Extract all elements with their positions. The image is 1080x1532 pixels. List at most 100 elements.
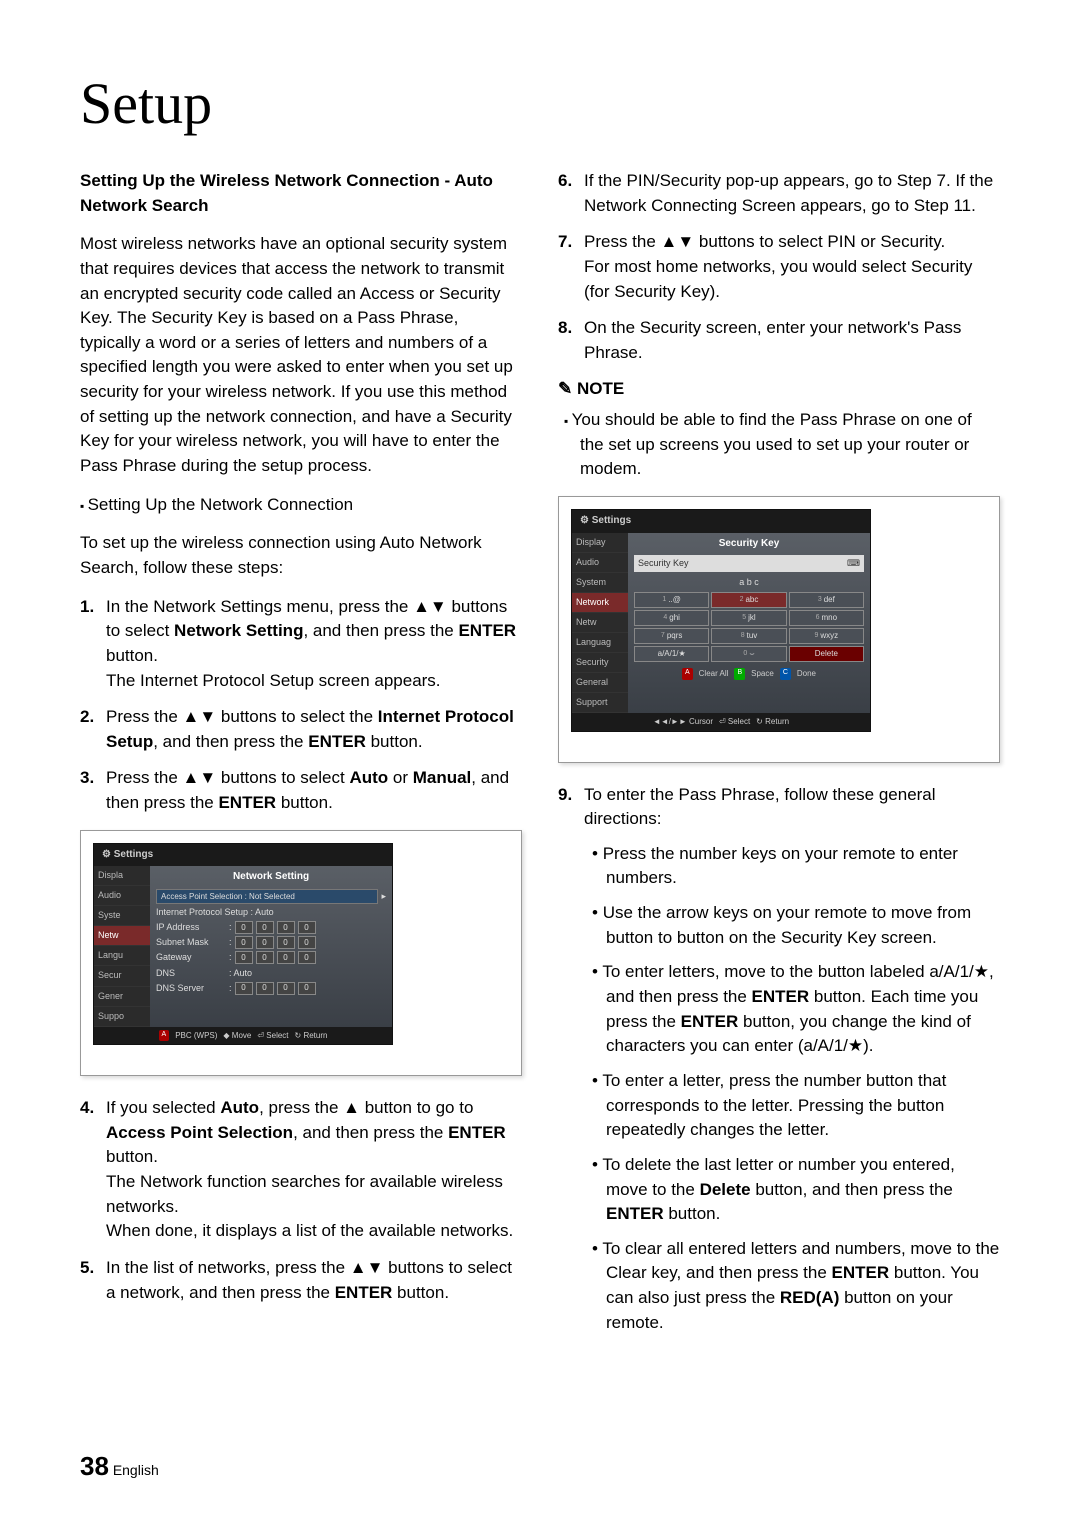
bullet: To enter a letter, press the number butt… bbox=[606, 1069, 1000, 1143]
ip-cell: 0 bbox=[235, 936, 253, 949]
tv-screenshot-security-key: Settings Display Audio System Network Ne… bbox=[558, 496, 1000, 763]
key-0: 0⌣ bbox=[711, 646, 786, 662]
step-num: 6. bbox=[558, 169, 584, 218]
sub-heading: Setting Up the Network Connection bbox=[80, 493, 522, 518]
tv-main: Network Setting Access Point Selection :… bbox=[150, 866, 392, 1026]
tv-aps: Access Point Selection : Not Selected bbox=[156, 889, 378, 905]
tv-side-item: Audio bbox=[94, 886, 150, 906]
step-text: Press the ▲▼ buttons to select PIN or Se… bbox=[584, 230, 1000, 304]
ip-cell: 0 bbox=[235, 951, 253, 964]
tv-side-item: Network bbox=[572, 593, 628, 613]
bullet: To delete the last letter or number you … bbox=[606, 1153, 1000, 1227]
ip-cell: 0 bbox=[235, 982, 253, 995]
key-delete: Delete bbox=[789, 646, 864, 662]
ip-cell: 0 bbox=[277, 951, 295, 964]
tv-sidebar: Displa Audio Syste Netw Langu Secur Gene… bbox=[94, 866, 150, 1026]
tv-side-item: Secur bbox=[94, 966, 150, 986]
key-2: 2abc bbox=[711, 592, 786, 608]
clear-all: Clear All bbox=[699, 668, 729, 680]
bullet: Use the arrow keys on your remote to mov… bbox=[606, 901, 1000, 950]
ip-cell: 0 bbox=[298, 921, 316, 934]
tv-foot-return: ↻ Return bbox=[295, 1030, 328, 1042]
step-num: 4. bbox=[80, 1096, 106, 1244]
tv-side-item: Netw bbox=[572, 613, 628, 633]
ip-cell: 0 bbox=[298, 982, 316, 995]
right-column: 6.If the PIN/Security pop-up appears, go… bbox=[558, 169, 1000, 1359]
page-footer: 38 English bbox=[80, 1451, 159, 1482]
s9-intro: To enter the Pass Phrase, follow these g… bbox=[584, 785, 936, 829]
tv-side-item: Security bbox=[572, 653, 628, 673]
key-9: 9wxyz bbox=[789, 628, 864, 644]
step-num: 1. bbox=[80, 595, 106, 694]
ip-cell: 0 bbox=[298, 936, 316, 949]
tv-side-item: Languag bbox=[572, 633, 628, 653]
tv-side-item: Syste bbox=[94, 906, 150, 926]
tv-side-item: Support bbox=[572, 693, 628, 713]
tv-footer: ◄◄/►► Cursor ⏎ Select ↻ Return bbox=[572, 713, 870, 731]
tv-ips: Internet Protocol Setup : Auto bbox=[156, 906, 274, 919]
step-num: 9. bbox=[558, 783, 584, 1348]
tv-main: Security Key Security Key⌨ a b c 1..@ 2a… bbox=[628, 533, 870, 713]
tv-dns-val: : Auto bbox=[229, 967, 252, 980]
step-num: 2. bbox=[80, 705, 106, 754]
blue-c-icon: C bbox=[780, 668, 791, 680]
step-text: If you selected Auto, press the ▲ button… bbox=[106, 1096, 522, 1244]
tv-panel-title: Network Setting bbox=[156, 870, 386, 885]
tv-foot-move: ◆ Move bbox=[223, 1030, 251, 1042]
intro-text: Most wireless networks have an optional … bbox=[80, 232, 522, 478]
tv-side-item: System bbox=[572, 573, 628, 593]
tv-dns-label: DNS bbox=[156, 967, 226, 980]
key-3: 3def bbox=[789, 592, 864, 608]
key-mode: a/A/1/★ bbox=[634, 646, 709, 662]
key-7: 7pqrs bbox=[634, 628, 709, 644]
ip-cell: 0 bbox=[277, 936, 295, 949]
tv-header: Settings bbox=[94, 844, 392, 867]
tv-sm-label: Subnet Mask bbox=[156, 936, 226, 949]
section-heading: Setting Up the Wireless Network Connecti… bbox=[80, 169, 522, 218]
left-column: Setting Up the Wireless Network Connecti… bbox=[80, 169, 522, 1359]
tv-side-item: General bbox=[572, 673, 628, 693]
space: Space bbox=[751, 668, 774, 680]
ip-cell: 0 bbox=[277, 982, 295, 995]
key-5: 5jkl bbox=[711, 610, 786, 626]
tv-side-item: Display bbox=[572, 533, 628, 553]
keypad: 1..@ 2abc 3def 4ghi 5jkl 6mno 7pqrs 8tuv… bbox=[634, 592, 864, 662]
note-header: NOTE bbox=[558, 377, 1000, 402]
keyboard-icon: ⌨ bbox=[847, 557, 860, 570]
tv-panel-title: Security Key bbox=[634, 537, 864, 552]
tv-foot-cursor: ◄◄/►► Cursor bbox=[653, 716, 713, 728]
steps-right-cont: 9. To enter the Pass Phrase, follow thes… bbox=[558, 783, 1000, 1348]
note-text: You should be able to find the Pass Phra… bbox=[580, 408, 1000, 482]
security-key-input: Security Key⌨ bbox=[634, 555, 864, 572]
page-title: Setup bbox=[80, 70, 1000, 137]
key-8: 8tuv bbox=[711, 628, 786, 644]
tv-screenshot-network-setting: Settings Displa Audio Syste Netw Langu S… bbox=[80, 830, 522, 1076]
step-text: On the Security screen, enter your netwo… bbox=[584, 316, 1000, 365]
tv-footer: A PBC (WPS) ◆ Move ⏎ Select ↻ Return bbox=[94, 1027, 392, 1045]
step-num: 3. bbox=[80, 766, 106, 815]
bullet: To clear all entered letters and numbers… bbox=[606, 1237, 1000, 1336]
tv-side-item: Suppo bbox=[94, 1007, 150, 1027]
chevron-right-icon: ▸ bbox=[381, 890, 386, 903]
steps-left: 1.In the Network Settings menu, press th… bbox=[80, 595, 522, 816]
ip-cell: 0 bbox=[298, 951, 316, 964]
tv-keypad-footer: AClear All BSpace CDone bbox=[634, 665, 864, 683]
tv-foot-select: ⏎ Select bbox=[719, 716, 750, 728]
tv-ip-label: IP Address bbox=[156, 921, 226, 934]
tv-foot-return: ↻ Return bbox=[756, 716, 789, 728]
tv-gw-label: Gateway bbox=[156, 951, 226, 964]
ip-cell: 0 bbox=[235, 921, 253, 934]
tv-side-item: Displa bbox=[94, 866, 150, 886]
ip-cell: 0 bbox=[256, 982, 274, 995]
steps-left-cont: 4.If you selected Auto, press the ▲ butt… bbox=[80, 1096, 522, 1305]
ip-cell: 0 bbox=[256, 921, 274, 934]
tv-sidebar: Display Audio System Network Netw Langua… bbox=[572, 533, 628, 713]
red-a-icon: A bbox=[682, 668, 693, 680]
step-num: 5. bbox=[80, 1256, 106, 1305]
sub-intro: To set up the wireless connection using … bbox=[80, 531, 522, 580]
note-list: You should be able to find the Pass Phra… bbox=[558, 408, 1000, 482]
bullet: Press the number keys on your remote to … bbox=[606, 842, 1000, 891]
red-a-icon: A bbox=[159, 1030, 170, 1042]
content-columns: Setting Up the Wireless Network Connecti… bbox=[80, 169, 1000, 1359]
steps-right: 6.If the PIN/Security pop-up appears, go… bbox=[558, 169, 1000, 365]
